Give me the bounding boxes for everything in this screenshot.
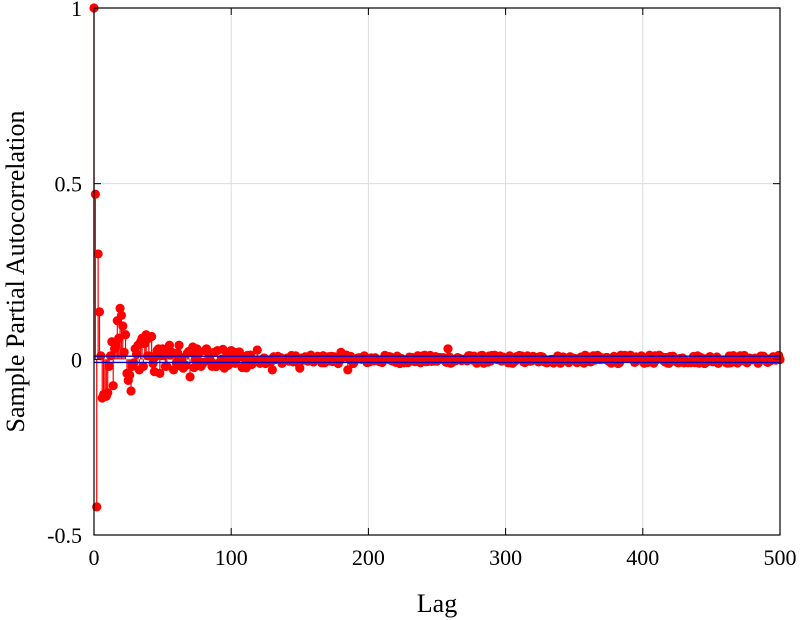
x-tick-label: 200 [352, 545, 385, 570]
y-tick-label: 0.5 [55, 172, 83, 197]
x-tick-label: 300 [489, 545, 522, 570]
plot-area-border [93, 7, 781, 536]
x-tick-label: 400 [626, 545, 659, 570]
stem-marker [164, 340, 175, 350]
stem-marker [295, 363, 305, 373]
y-tick-label: 1 [71, 0, 82, 21]
stem-marker [131, 349, 142, 359]
stem-marker [115, 303, 125, 313]
stem-marker [104, 361, 114, 371]
stem-marker [93, 249, 103, 259]
stem-marker [114, 333, 124, 343]
confidence-bounds [94, 355, 780, 364]
stem-marker [267, 365, 277, 375]
stem-marker [185, 372, 195, 382]
stem-marker [162, 361, 172, 371]
stem-marker [252, 345, 262, 355]
stem-marker [126, 386, 136, 396]
stem-marker [111, 340, 121, 350]
stem-marker [147, 331, 157, 342]
stem-marker [103, 388, 113, 398]
x-axis-label: Lag [417, 589, 457, 618]
y-tick-label: 0 [71, 347, 82, 372]
stem-marker [120, 330, 131, 340]
stem-marker [181, 360, 191, 371]
stem-marker [116, 310, 127, 321]
stem-marker [168, 365, 179, 375]
stem-marker [118, 321, 128, 331]
stem-marker [94, 307, 105, 317]
axis-ticks: 0 100 200 300 400 500 -0.5 0 0.5 1 [47, 0, 796, 570]
stem-marker [125, 370, 135, 380]
y-tick-label: -0.5 [47, 523, 82, 548]
stem-marker [148, 358, 158, 369]
x-tick-label: 0 [89, 545, 100, 570]
x-tick-label: 500 [764, 545, 797, 570]
stem-marker [443, 344, 453, 354]
stem-marker [90, 189, 100, 199]
stem-marker [343, 365, 353, 375]
x-tick-label: 100 [215, 545, 248, 570]
stem-marker [108, 381, 118, 391]
stem-marker [174, 340, 184, 350]
y-axis-label: Sample Partial Autocorrelation [1, 110, 30, 432]
stem-marker [155, 368, 165, 378]
stem-marker [119, 347, 129, 357]
stem-marker [138, 361, 148, 371]
